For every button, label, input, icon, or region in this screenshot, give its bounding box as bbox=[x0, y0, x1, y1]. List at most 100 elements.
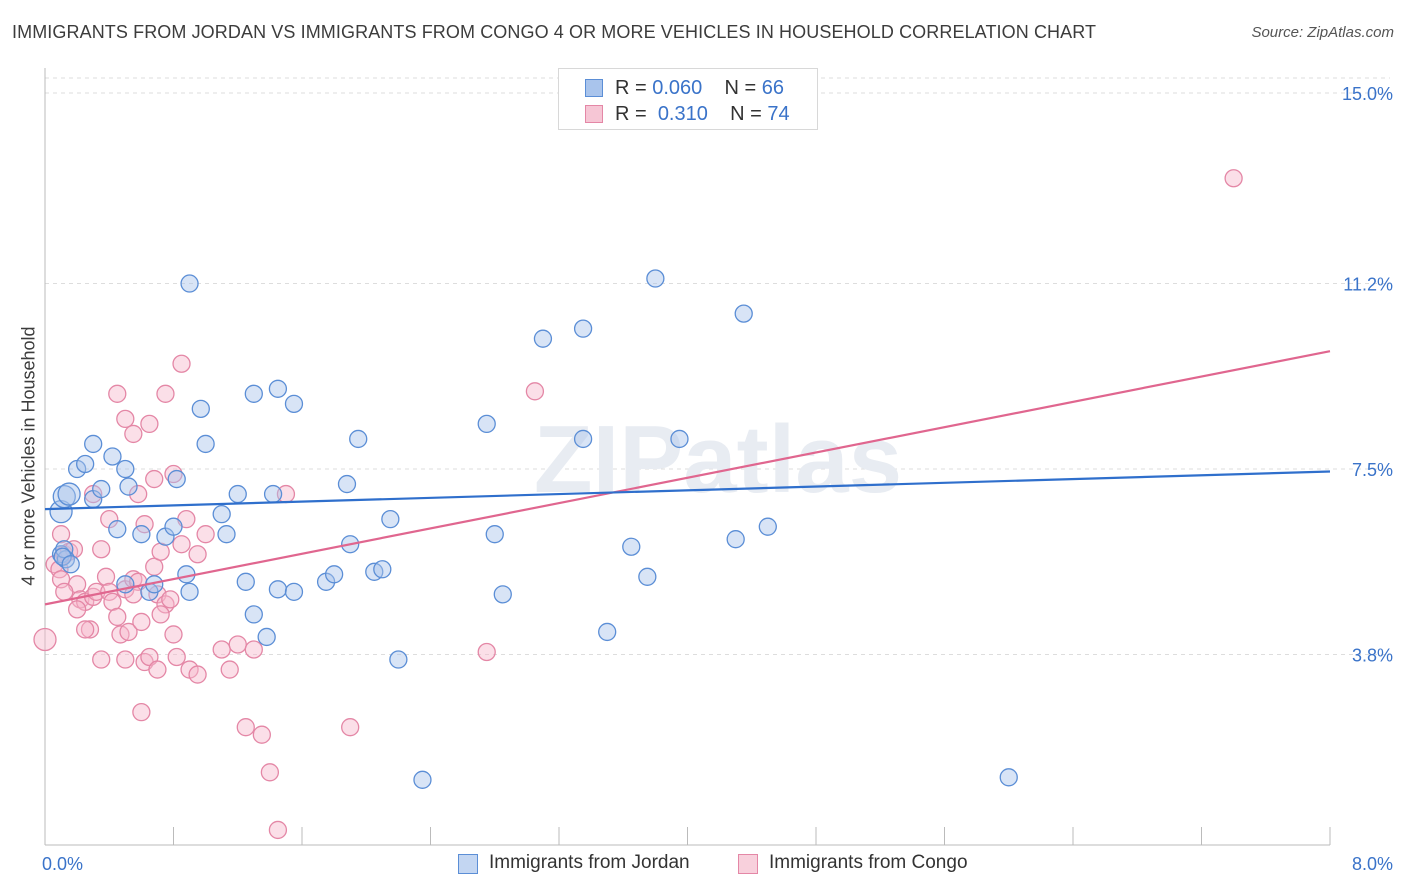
legend-label-congo: Immigrants from Congo bbox=[769, 852, 968, 873]
r-label: R = bbox=[615, 77, 647, 99]
congo-point bbox=[477, 642, 496, 662]
jordan-point bbox=[373, 560, 392, 579]
congo-point bbox=[92, 650, 111, 669]
correlation-legend: R = 0.060 N = 66 R = 0.310 N = 74 bbox=[558, 68, 818, 130]
jordan-point bbox=[758, 517, 777, 536]
congo-point bbox=[167, 647, 186, 667]
jordan-point bbox=[212, 504, 231, 524]
congo-point bbox=[140, 414, 159, 434]
r-label: R = bbox=[615, 103, 647, 125]
congo-point bbox=[151, 542, 170, 561]
congo-point bbox=[67, 600, 87, 619]
jordan-point bbox=[76, 454, 95, 474]
y-tick-label: 3.8% bbox=[1352, 646, 1393, 666]
congo-point bbox=[76, 620, 95, 639]
congo-legend-swatch bbox=[738, 854, 758, 874]
congo-point bbox=[156, 384, 175, 403]
congo-point bbox=[129, 484, 148, 504]
congo-point bbox=[116, 409, 135, 429]
jordan-point bbox=[268, 379, 288, 398]
x-tick-label-max: 8.0% bbox=[1352, 854, 1393, 874]
congo-point bbox=[260, 763, 280, 782]
jordan-point bbox=[999, 768, 1018, 787]
congo-point bbox=[252, 725, 271, 744]
jordan-point bbox=[349, 429, 368, 449]
chart-title: IMMIGRANTS FROM JORDAN VS IMMIGRANTS FRO… bbox=[12, 22, 1097, 42]
jordan-point bbox=[55, 540, 74, 559]
y-tick-label: 7.5% bbox=[1352, 460, 1393, 480]
jordan-point bbox=[257, 627, 276, 647]
jordan-point bbox=[284, 394, 304, 413]
jordan-point bbox=[493, 585, 512, 604]
congo-point bbox=[92, 540, 111, 559]
jordan-point bbox=[485, 525, 504, 544]
n-label: N = bbox=[730, 103, 762, 125]
jordan-point bbox=[573, 319, 593, 338]
jordan-point bbox=[573, 429, 593, 449]
legend-label-jordan: Immigrants from Jordan bbox=[489, 852, 690, 873]
jordan-point bbox=[670, 429, 689, 449]
congo-point bbox=[119, 622, 138, 642]
jordan-point bbox=[228, 484, 247, 504]
jordan-trend-line bbox=[44, 470, 1331, 511]
jordan-point bbox=[284, 582, 304, 601]
jordan-legend-swatch bbox=[458, 854, 478, 874]
congo-point bbox=[236, 718, 255, 737]
congo-point bbox=[51, 525, 71, 544]
congo-point bbox=[80, 620, 100, 639]
jordan-point bbox=[622, 537, 641, 556]
jordan-point bbox=[734, 304, 753, 323]
congo-point bbox=[341, 718, 360, 737]
jordan-point bbox=[268, 580, 288, 599]
jordan-point bbox=[413, 770, 432, 789]
congo-point bbox=[172, 354, 191, 373]
jordan-point bbox=[119, 477, 138, 496]
y-tick-label: 15.0% bbox=[1342, 84, 1393, 104]
jordan-swatch bbox=[585, 79, 603, 97]
congo-point bbox=[145, 469, 164, 489]
congo-point bbox=[212, 640, 231, 659]
congo-point bbox=[164, 625, 183, 644]
y-tick-label: 11.2% bbox=[1343, 275, 1393, 295]
jordan-point bbox=[164, 517, 183, 536]
jordan-point bbox=[180, 582, 199, 601]
congo-point bbox=[244, 640, 263, 659]
jordan-point bbox=[726, 530, 745, 549]
series-jordan-points bbox=[49, 269, 1018, 789]
jordan-point bbox=[132, 525, 151, 544]
n-value-jordan: 66 bbox=[761, 77, 785, 99]
source-label: Source: ZipAtlas.com bbox=[1251, 24, 1394, 41]
jordan-point bbox=[389, 650, 408, 669]
jordan-point bbox=[646, 269, 665, 288]
jordan-point bbox=[533, 329, 553, 348]
congo-point bbox=[135, 515, 154, 534]
jordan-point bbox=[116, 459, 135, 479]
r-value-congo: 0.310 bbox=[657, 103, 708, 125]
congo-point bbox=[132, 612, 151, 632]
congo-trend-line bbox=[44, 350, 1331, 606]
congo-point bbox=[103, 592, 122, 612]
congo-point bbox=[55, 582, 74, 601]
r-value-jordan: 0.060 bbox=[652, 77, 703, 99]
jordan-point bbox=[84, 434, 103, 454]
jordan-point bbox=[244, 384, 263, 403]
congo-point bbox=[108, 384, 127, 403]
congo-point bbox=[148, 660, 167, 679]
congo-point bbox=[132, 703, 151, 722]
jordan-point bbox=[337, 474, 357, 494]
congo-point bbox=[33, 627, 57, 652]
jordan-point bbox=[108, 520, 127, 539]
n-value-congo: 74 bbox=[767, 103, 790, 125]
congo-point bbox=[268, 820, 288, 840]
jordan-point bbox=[191, 399, 210, 419]
tick-labels: 3.8% 7.5% 11.2% 15.0% 0.0% 8.0% bbox=[42, 84, 1393, 874]
congo-point bbox=[196, 525, 215, 544]
jordan-point bbox=[324, 565, 344, 584]
jordan-point bbox=[236, 572, 255, 591]
congo-point bbox=[96, 567, 116, 586]
congo-point bbox=[116, 650, 135, 669]
congo-point bbox=[1224, 169, 1243, 188]
jordan-point bbox=[57, 482, 81, 506]
trend-lines bbox=[44, 350, 1331, 606]
